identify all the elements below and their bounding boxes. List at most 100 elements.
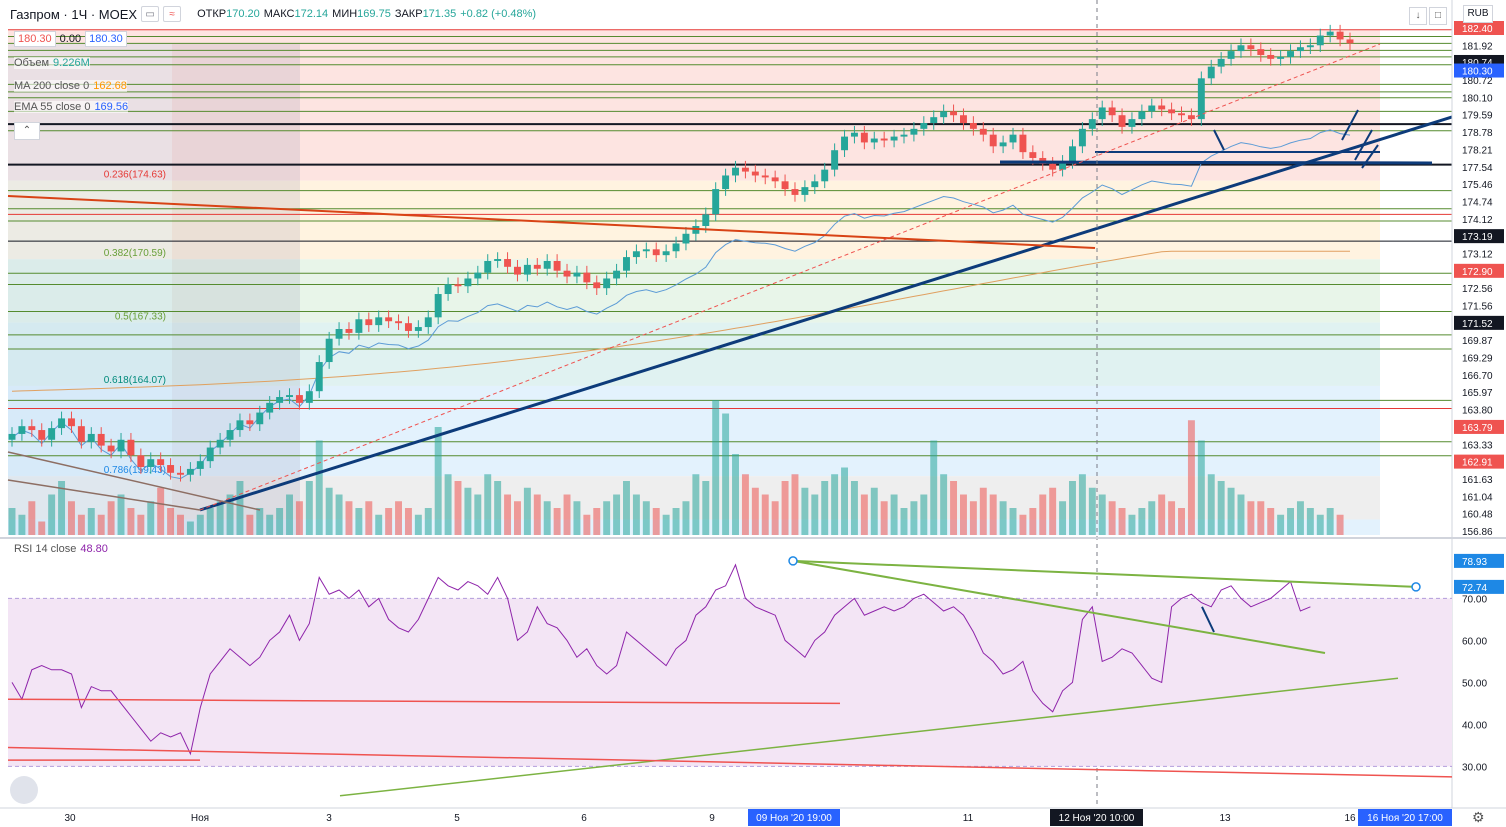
volume-bar	[38, 521, 46, 535]
volume-bar	[77, 514, 85, 535]
volume-bar	[87, 508, 95, 535]
currency-badge[interactable]: RUB	[1463, 5, 1493, 23]
time-highlight-badge	[748, 809, 840, 826]
candle-body	[494, 259, 502, 261]
buy-price-button[interactable]: 180.30	[85, 31, 127, 47]
gear-icon[interactable]: ⚙	[1472, 809, 1485, 825]
candle-body	[513, 266, 521, 275]
time-tick-label: Ноя	[191, 813, 209, 824]
candle-body	[751, 171, 759, 176]
volume-bar	[157, 487, 165, 535]
volume-bar	[722, 413, 730, 535]
symbol-title[interactable]: Газпром · 1Ч · MOEX	[10, 6, 138, 22]
volume-bar	[1078, 474, 1086, 535]
volume-bar	[880, 501, 888, 535]
sell-price-button[interactable]: 180.30	[14, 31, 56, 47]
indicator-ema55[interactable]: EMA 55 close 0 169.56	[14, 101, 129, 113]
volume-bar	[652, 508, 660, 535]
volume-bar	[870, 487, 878, 535]
volume-bar	[1207, 474, 1215, 535]
candle-body	[315, 362, 323, 392]
indicator-toggle-icon[interactable]: ≈	[163, 6, 182, 22]
volume-bar	[890, 494, 898, 535]
price-badge-label: 180.30	[1462, 67, 1493, 78]
candle-body	[454, 284, 462, 287]
candle-body	[632, 251, 640, 258]
candle-body	[1267, 54, 1275, 59]
volume-bar	[8, 508, 16, 535]
time-highlight-label: 12 Ноя '20 10:00	[1059, 813, 1135, 824]
candle-body	[1178, 113, 1185, 116]
volume-bar	[831, 474, 839, 535]
volume-bar	[900, 508, 908, 535]
candle-body	[345, 329, 353, 333]
candle-body	[860, 132, 868, 143]
candle-body	[583, 272, 591, 283]
volume-bar	[1306, 508, 1314, 535]
candle-body	[722, 175, 730, 190]
volume-bar	[236, 481, 244, 535]
volume-bar	[484, 474, 492, 535]
price-badge-label: 163.79	[1462, 423, 1493, 434]
volume-bar	[1326, 508, 1334, 535]
indicator-value: 169.56	[94, 101, 129, 113]
candle-body	[623, 257, 630, 271]
candle-body	[87, 433, 95, 442]
collapse-legend-button[interactable]: ⌃	[14, 122, 40, 140]
candle-body	[137, 455, 145, 467]
square-icon[interactable]: □	[1429, 7, 1447, 25]
price-tick-label: 174.12	[1462, 215, 1493, 226]
volume-bar	[959, 494, 967, 535]
price-tick-label: 178.21	[1462, 145, 1493, 156]
candle-body	[1257, 49, 1265, 55]
indicator-volume[interactable]: Объем 9.226M	[14, 57, 90, 69]
compare-icon[interactable]: ▭	[141, 6, 160, 22]
ohlc-readout: ОТКР170.20 МАКС172.14 МИН169.75 ЗАКР171.35 +…	[197, 8, 540, 20]
volume-bar	[395, 501, 403, 535]
rsi-tick-label: 30.00	[1462, 762, 1487, 773]
ema55-line	[11, 129, 1351, 480]
candle-body	[1306, 45, 1314, 48]
volume-bar	[404, 508, 412, 535]
candle-body	[573, 272, 581, 277]
price-badge-label: 182.40	[1462, 24, 1493, 35]
price-badge-label: 172.90	[1462, 267, 1493, 278]
tradingview-logo-icon[interactable]	[10, 776, 38, 804]
price-badge	[1454, 454, 1504, 469]
time-tick-label: 3	[326, 813, 332, 824]
candle-body	[295, 395, 303, 403]
trendline-red	[7, 195, 1096, 249]
candle-body	[107, 445, 115, 452]
candle-body	[1128, 119, 1136, 127]
volume-bar	[127, 508, 135, 535]
candle-body	[821, 169, 829, 182]
volume-bar	[999, 501, 1007, 535]
indicator-ma200[interactable]: MA 200 close 0 162.68	[14, 80, 127, 92]
candle-body	[196, 461, 204, 469]
fib-level-label: 0.786(159.43)	[104, 465, 166, 476]
candle-body	[910, 128, 918, 135]
volume-bar	[732, 454, 739, 535]
candle-body	[702, 214, 710, 226]
arrow-down-icon[interactable]: ↓	[1409, 7, 1427, 25]
candle-body	[741, 167, 749, 172]
ohlc-key: МИН	[332, 8, 358, 20]
ohlc-value: 169.75	[357, 8, 391, 20]
price-badge	[1454, 263, 1504, 278]
candle-body	[1336, 31, 1344, 40]
volume-bar	[781, 481, 789, 535]
rsi-arrow	[1201, 606, 1215, 633]
volume-bar	[1069, 481, 1076, 535]
volume-bar	[563, 494, 571, 535]
volume-bar	[533, 494, 541, 535]
price-tick-label: 163.80	[1462, 406, 1493, 417]
candle-body	[1118, 115, 1126, 127]
volume-bar	[206, 508, 214, 535]
volume-bar	[147, 501, 155, 535]
candle-body	[1346, 39, 1354, 44]
rsi-legend[interactable]: RSI 14 close 48.80	[14, 543, 108, 555]
volume-bar	[58, 481, 66, 535]
candle-body	[1158, 105, 1166, 110]
